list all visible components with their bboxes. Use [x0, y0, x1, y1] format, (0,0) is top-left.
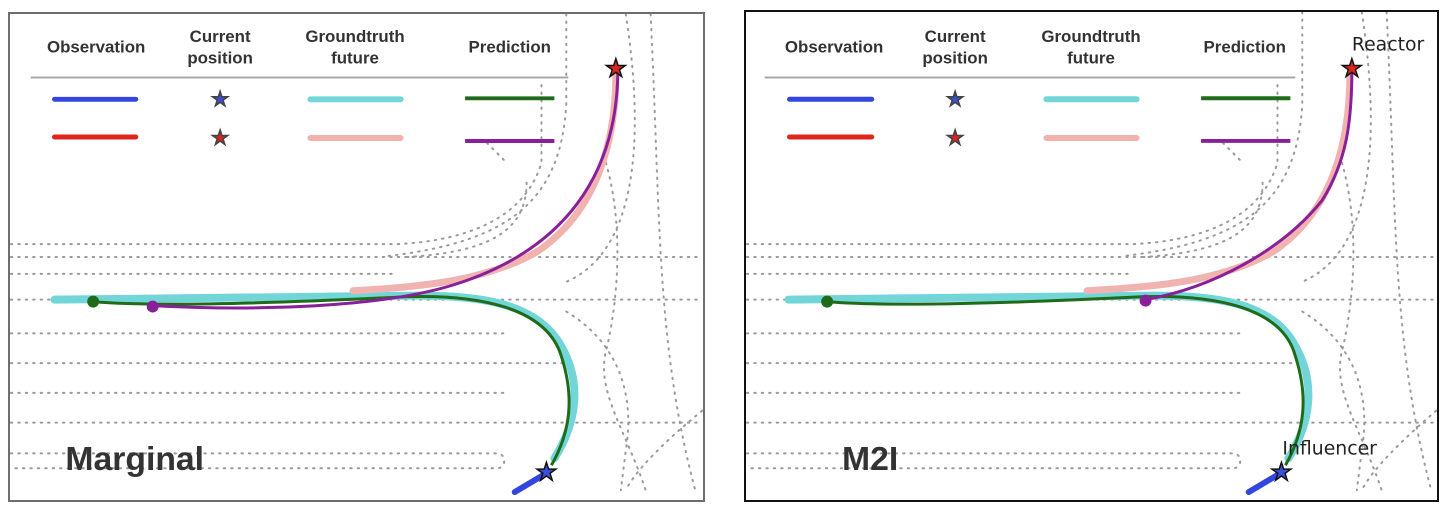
marginal-panel: Observation Current position Groundtruth… — [8, 12, 705, 502]
agent2-groundtruth-path — [1083, 70, 1354, 295]
agent1-prediction-path — [93, 294, 571, 467]
legend-header-groundtruth-line2: future — [331, 49, 379, 68]
legend-header-groundtruth-line1: Groundtruth — [1041, 27, 1140, 46]
legend-header-current-line2: position — [922, 49, 988, 68]
agent1-start-dot — [87, 295, 100, 308]
trajectories — [784, 56, 1364, 496]
legend-header-prediction: Prediction — [1204, 38, 1286, 57]
agent1-prediction-path — [827, 294, 1305, 467]
legend-current-agent1-star-icon — [210, 88, 231, 108]
legend-header-current-line1: Current — [190, 27, 251, 46]
agent1-current-star-icon — [534, 459, 559, 483]
legend-header-groundtruth-line1: Groundtruth — [305, 27, 404, 46]
agent1-start-dot — [821, 295, 834, 308]
agent2-current-star-icon — [1340, 56, 1364, 79]
agent2-start-dot — [146, 300, 159, 313]
agent2-prediction-path — [1145, 68, 1354, 302]
influencer-label: Influencer — [1282, 438, 1377, 459]
legend-current-agent2-star-icon — [210, 127, 231, 147]
agent2-prediction-path — [152, 68, 620, 310]
panel-title-marginal: Marginal — [65, 440, 204, 478]
agent2-start-dot — [1139, 294, 1152, 307]
panel-title-m2i: M2I — [842, 440, 898, 478]
agent1-current-star-icon — [1269, 459, 1294, 483]
legend-header-groundtruth-line2: future — [1067, 49, 1115, 68]
legend-header-observation: Observation — [47, 38, 145, 57]
lane-lines — [10, 14, 703, 492]
legend-header-current-line2: position — [187, 49, 253, 68]
legend-header-current-line1: Current — [925, 27, 986, 46]
legend-header-observation: Observation — [785, 38, 883, 57]
agent2-groundtruth-path — [349, 70, 620, 295]
marginal-scene: Observation Current position Groundtruth… — [10, 14, 703, 496]
legend-current-agent2-star-icon — [945, 127, 966, 147]
m2i-panel: Observation Current position Groundtruth… — [744, 10, 1439, 502]
agent1-observation-path — [1245, 470, 1284, 496]
legend: Observation Current position Groundtruth… — [764, 27, 1296, 147]
legend: Observation Current position Groundtruth… — [30, 27, 569, 147]
agent2-current-star-icon — [604, 56, 628, 79]
lane-lines — [746, 12, 1437, 492]
trajectories — [50, 56, 628, 496]
agent1-groundtruth-path — [50, 291, 579, 463]
m2i-scene: Observation Current position Groundtruth… — [746, 12, 1437, 496]
legend-current-agent1-star-icon — [945, 88, 966, 108]
agent1-groundtruth-path — [784, 291, 1313, 463]
legend-header-prediction: Prediction — [469, 38, 551, 57]
reactor-label: Reactor — [1352, 35, 1425, 56]
